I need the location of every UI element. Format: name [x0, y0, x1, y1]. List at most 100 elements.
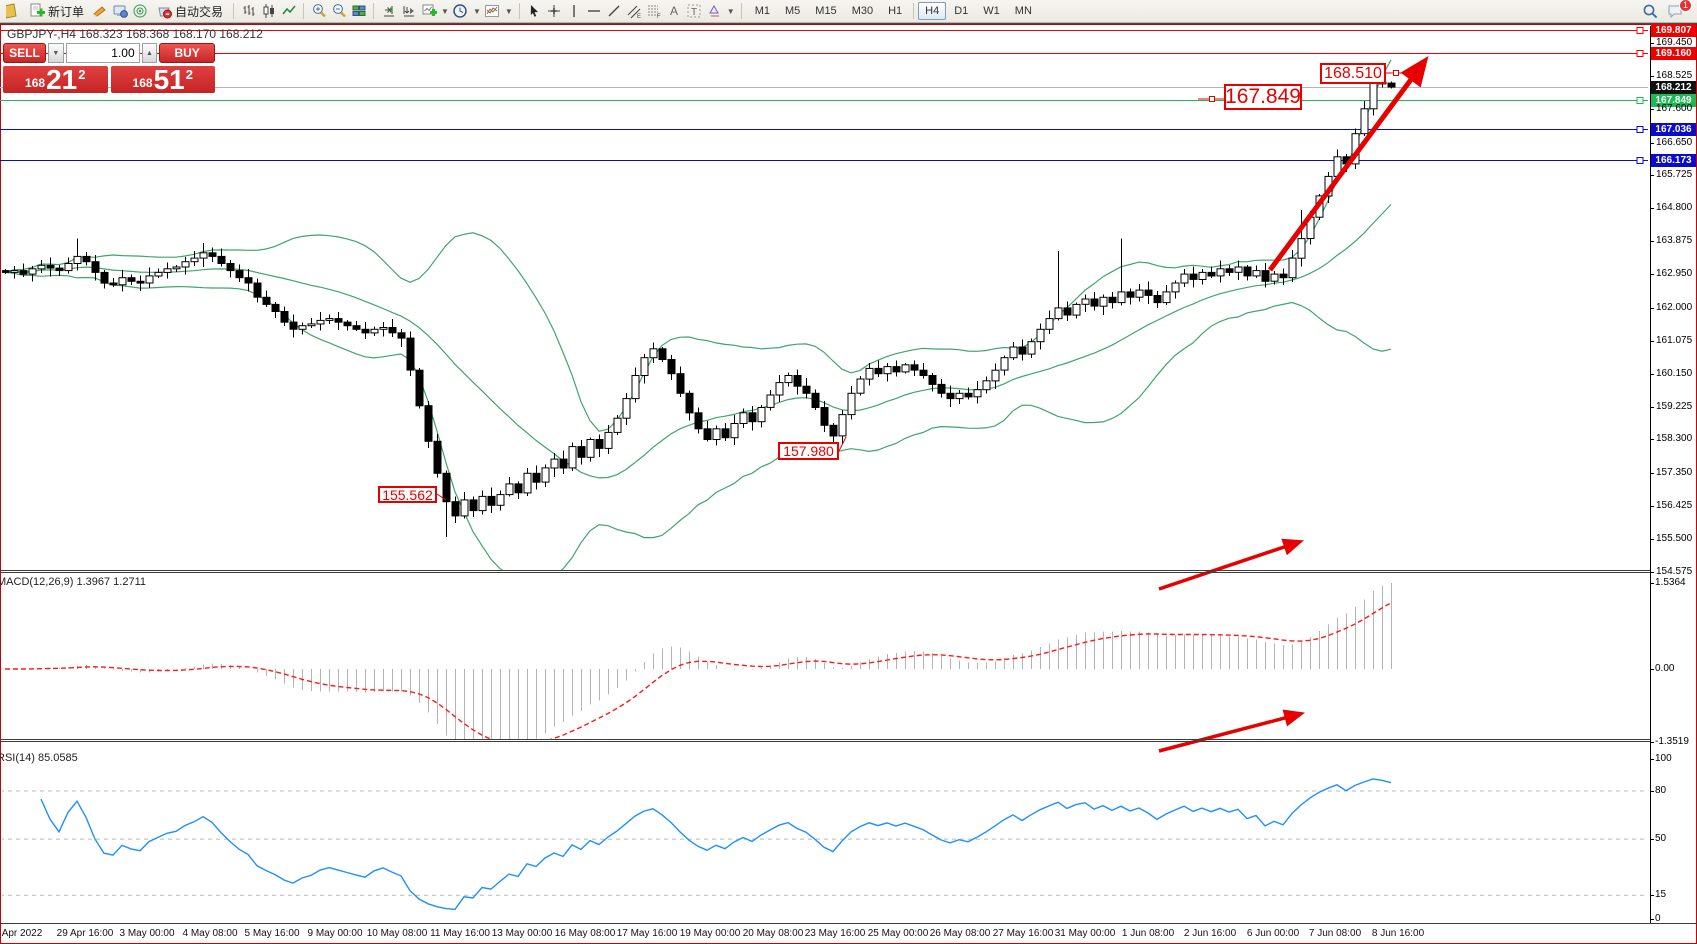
text-icon[interactable]: A [666, 3, 683, 20]
price-tick-mark [1650, 572, 1654, 573]
auto-scroll-icon[interactable] [400, 3, 417, 20]
price-tick-mark [1650, 274, 1654, 275]
timeframe-button-h4[interactable]: H4 [918, 2, 947, 20]
add-chart-caret[interactable]: ▼ [441, 6, 449, 16]
timeframe-button-mn[interactable]: MN [1014, 5, 1032, 17]
indicators-caret[interactable]: ▼ [504, 6, 513, 16]
sell-price-sup: 2 [78, 67, 86, 82]
date-label-11[interactable]: 17 May 16:00 [616, 928, 678, 939]
date-label-4[interactable]: 4 May 08:00 [182, 928, 238, 939]
date-label-5[interactable]: 5 May 16:00 [244, 928, 300, 939]
equidistant-channel-icon[interactable]: E [626, 3, 643, 20]
timeframe-button-h1[interactable]: H1 [888, 5, 903, 17]
fibonacci-icon[interactable]: F [646, 3, 663, 20]
date-label-2[interactable]: 29 Apr 16:00 [56, 928, 114, 939]
price-callout-157.980[interactable]: 157.980 [778, 442, 839, 460]
pane-separator-macd[interactable] [0, 570, 1650, 573]
shapes-icon[interactable] [706, 3, 723, 20]
date-label-13[interactable]: 20 May 08:00 [742, 928, 804, 939]
horizontal-line-icon[interactable] [586, 3, 603, 20]
period-clock-icon[interactable] [452, 3, 469, 20]
new-order-button[interactable]: 新订单 [24, 1, 88, 21]
buy-price-main: 51 [153, 64, 185, 95]
rsi-tick-mark [1650, 919, 1654, 920]
volume-decrease-button[interactable]: ▼ [47, 43, 64, 63]
price-callout-155.562[interactable]: 155.562 [378, 486, 437, 503]
date-label-20[interactable]: 2 Jun 16:00 [1183, 928, 1237, 939]
date-label-14[interactable]: 23 May 16:00 [804, 928, 866, 939]
buy-price-display[interactable]: 168 51 2 [110, 64, 215, 95]
price-tick-label-168.525: 168.525 [1656, 70, 1693, 81]
line-chart-style-icon[interactable] [280, 3, 297, 20]
zoom-in-icon[interactable] [310, 3, 327, 20]
price-tick-mark [1650, 208, 1654, 209]
timeframe-button-d1[interactable]: D1 [954, 5, 969, 17]
price-tick-mark [1650, 109, 1654, 110]
price-callout-168.510[interactable]: 168.510 [1320, 63, 1386, 84]
date-label-10[interactable]: 16 May 08:00 [554, 928, 616, 939]
sell-price-display[interactable]: 168 21 2 [3, 66, 108, 94]
pane-separator-rsi[interactable] [0, 739, 1650, 742]
volume-input[interactable] [65, 43, 140, 63]
price-badge-169.807: 169.807 [1651, 24, 1696, 37]
date-label-8[interactable]: 11 May 16:00 [430, 928, 490, 939]
toolbar-separator [518, 3, 520, 19]
timeframe-button-m5[interactable]: M5 [785, 5, 801, 17]
date-label-15[interactable]: 25 May 00:00 [867, 928, 929, 939]
callout-connector [838, 436, 847, 452]
timeframe-button-m1[interactable]: M1 [754, 5, 770, 17]
date-label-9[interactable]: 13 May 00:00 [491, 928, 553, 939]
buy-button[interactable]: BUY [159, 43, 215, 63]
date-label-23[interactable]: 8 Jun 16:00 [1371, 928, 1425, 939]
timeframe-button-m15[interactable]: M15 [815, 5, 837, 17]
date-label-7[interactable]: 10 May 08:00 [366, 928, 428, 939]
date-label-22[interactable]: 7 Jun 08:00 [1308, 928, 1362, 939]
autotrade-stop-icon [155, 3, 172, 20]
expert-advisor-icon[interactable] [111, 3, 128, 20]
shift-end-icon[interactable] [380, 3, 397, 20]
volume-increase-button[interactable]: ▲ [141, 43, 158, 63]
period-clock-caret[interactable]: ▼ [472, 6, 481, 16]
autotrade-button[interactable]: 自动交易 [151, 1, 227, 21]
timeframe-button-w1[interactable]: W1 [983, 5, 1000, 17]
cursor-icon[interactable] [526, 3, 543, 20]
bar-chart-style-icon[interactable] [240, 3, 257, 20]
notifications-icon[interactable]: 1 [1665, 0, 1692, 20]
text-label-icon[interactable]: T [686, 3, 703, 20]
trend-arrows[interactable] [436, 55, 1429, 753]
sell-button[interactable]: SELL [3, 43, 46, 63]
price-callout-167.849[interactable]: 167.849 [1224, 84, 1302, 110]
price-tick-label-166.650: 166.650 [1656, 137, 1693, 148]
crayon-icon[interactable] [91, 3, 108, 20]
date-label-3[interactable]: 3 May 00:00 [119, 928, 175, 939]
date-label-6[interactable]: 9 May 00:00 [307, 928, 363, 939]
one-click-trading-panel: SELL ▼ ▲ BUY 168 21 2 168 51 2 [3, 43, 215, 95]
macd-indicator [5, 582, 1392, 739]
trend-line-icon[interactable] [606, 3, 623, 20]
svg-text:E: E [637, 14, 641, 19]
svg-text:F: F [657, 14, 661, 19]
tile-windows-icon[interactable] [350, 3, 367, 20]
zoom-out-icon[interactable] [330, 3, 347, 20]
indicators-icon[interactable] [484, 3, 501, 20]
date-label-16[interactable]: 26 May 08:00 [929, 928, 991, 939]
price-tick-mark [1650, 473, 1654, 474]
shapes-caret[interactable]: ▼ [726, 6, 735, 16]
market-radar-icon[interactable] [131, 3, 148, 20]
date-label-21[interactable]: 6 Jun 00:00 [1246, 928, 1300, 939]
candle-chart-style-icon[interactable] [260, 3, 277, 20]
date-label-18[interactable]: 31 May 00:00 [1054, 928, 1116, 939]
macd-tick-mark [1650, 742, 1654, 743]
buy-price-sup: 2 [185, 67, 193, 82]
date-label-19[interactable]: 1 Jun 08:00 [1121, 928, 1175, 939]
trend-arrow-3 [1158, 709, 1306, 753]
crosshair-icon[interactable] [546, 3, 563, 20]
date-label-12[interactable]: 19 May 00:00 [679, 928, 741, 939]
date-label-1[interactable]: Apr 2022 [1, 928, 43, 939]
date-label-17[interactable]: 27 May 16:00 [992, 928, 1054, 939]
vertical-line-icon[interactable] [566, 3, 583, 20]
add-chart-icon[interactable] [420, 3, 437, 20]
timeframe-button-m30[interactable]: M30 [851, 5, 874, 17]
search-icon[interactable] [1642, 3, 1659, 20]
